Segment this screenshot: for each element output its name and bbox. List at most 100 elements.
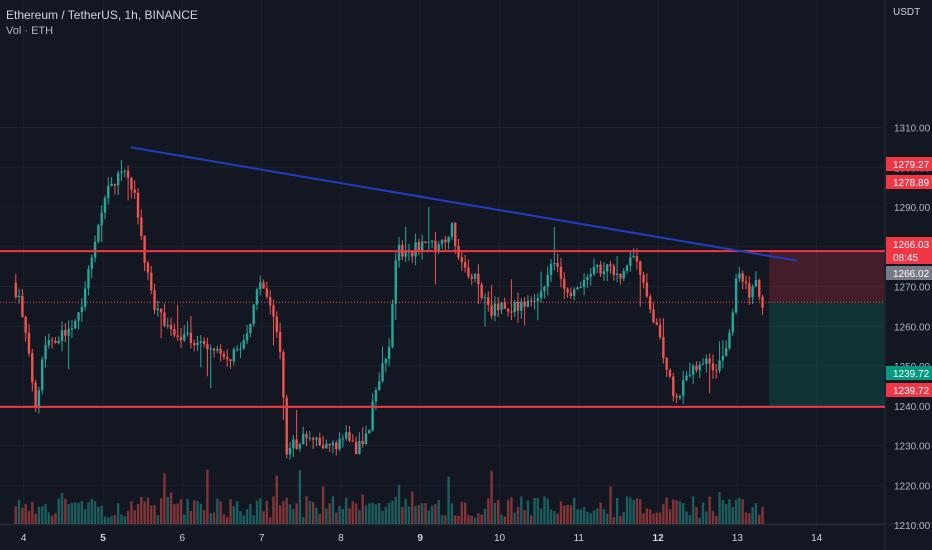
candle-body[interactable] [682,380,685,396]
candle-body[interactable] [672,376,675,397]
volume-legend[interactable]: Vol · ETH [6,25,54,37]
candle-body[interactable] [374,389,378,402]
candle-body[interactable] [153,290,156,311]
candle-body[interactable] [17,295,21,298]
candle-body[interactable] [411,251,414,257]
candle-body[interactable] [41,359,44,391]
candle-body[interactable] [483,297,487,299]
candle-body[interactable] [54,340,57,344]
candle-body[interactable] [44,345,47,360]
candle-body[interactable] [371,401,374,431]
candle-body[interactable] [513,301,516,313]
candle-body[interactable] [397,245,401,261]
candle-body[interactable] [123,170,127,172]
candle-body[interactable] [576,287,579,290]
candle-body[interactable] [186,332,189,334]
candle-body[interactable] [734,278,738,313]
candle-body[interactable] [70,328,74,330]
candle-body[interactable] [364,433,368,445]
candle-body[interactable] [698,364,701,371]
candle-body[interactable] [335,442,338,450]
candle-body[interactable] [338,438,341,450]
candle-body[interactable] [635,255,639,262]
candle-body[interactable] [467,267,470,277]
candle-body[interactable] [639,261,642,275]
candle-body[interactable] [265,288,269,297]
candle-body[interactable] [691,365,695,375]
candle-body[interactable] [126,170,130,178]
candle-body[interactable] [166,324,169,326]
candle-body[interactable] [579,286,582,288]
candle-body[interactable] [183,333,186,341]
candle-body[interactable] [599,264,602,274]
candle-body[interactable] [361,440,364,445]
candle-body[interactable] [116,172,120,186]
candle-body[interactable] [146,262,150,273]
candle-body[interactable] [444,239,447,243]
candle-body[interactable] [90,257,93,269]
candle-body[interactable] [212,348,216,351]
candle-body[interactable] [235,349,239,351]
candle-body[interactable] [311,438,315,440]
candle-body[interactable] [113,183,117,186]
candle-body[interactable] [417,242,421,251]
candle-body[interactable] [460,257,464,263]
candle-body[interactable] [440,239,444,245]
candle-body[interactable] [60,330,64,341]
candle-body[interactable] [156,308,160,311]
candle-body[interactable] [480,284,483,298]
candle-body[interactable] [133,189,136,193]
candle-body[interactable] [487,297,490,306]
candle-body[interactable] [331,442,335,446]
candle-body[interactable] [24,316,27,333]
candle-body[interactable] [285,397,288,455]
candle-body[interactable] [642,274,645,283]
candle-body[interactable] [262,282,265,289]
trendline[interactable] [130,146,798,262]
candle-body[interactable] [239,348,242,350]
candle-body[interactable] [100,212,103,226]
candle-body[interactable] [715,370,718,372]
candle-body[interactable] [192,342,196,346]
candle-body[interactable] [738,273,741,279]
candle-body[interactable] [391,303,394,347]
candle-body[interactable] [685,375,688,381]
candle-body[interactable] [688,374,692,376]
candle-body[interactable] [110,183,113,186]
candle-body[interactable] [662,337,665,358]
candle-body[interactable] [34,382,37,408]
candle-body[interactable] [751,286,754,298]
candle-body[interactable] [97,225,100,242]
candle-body[interactable] [414,242,417,257]
candle-body[interactable] [305,433,308,439]
candle-body[interactable] [87,268,90,289]
candle-body[interactable] [741,273,744,282]
candle-body[interactable] [648,296,652,310]
candle-body[interactable] [665,357,668,370]
candle-body[interactable] [556,263,559,267]
candle-body[interactable] [21,295,24,317]
candle-body[interactable] [384,359,388,364]
candle-body[interactable] [705,358,708,364]
candle-body[interactable] [493,303,497,316]
candle-body[interactable] [189,332,193,343]
candle-body[interactable] [549,264,553,275]
symbol-title[interactable]: Ethereum / TetherUS, 1h, BINANCE [6,8,198,22]
candle-body[interactable] [229,359,232,362]
candle-body[interactable] [569,292,573,296]
candle-body[interactable] [404,252,407,257]
candle-body[interactable] [302,433,305,445]
candle-body[interactable] [454,223,457,246]
candle-body[interactable] [496,303,500,311]
candle-body[interactable] [27,332,31,354]
candle-body[interactable] [196,342,199,346]
candle-body[interactable] [202,340,206,344]
candle-body[interactable] [758,280,761,297]
candle-body[interactable] [252,304,255,325]
candle-body[interactable] [622,270,625,279]
candle-body[interactable] [199,340,203,343]
candle-body[interactable] [298,444,302,449]
candle-body[interactable] [93,241,97,258]
candle-body[interactable] [652,309,655,323]
candle-body[interactable] [586,276,589,280]
